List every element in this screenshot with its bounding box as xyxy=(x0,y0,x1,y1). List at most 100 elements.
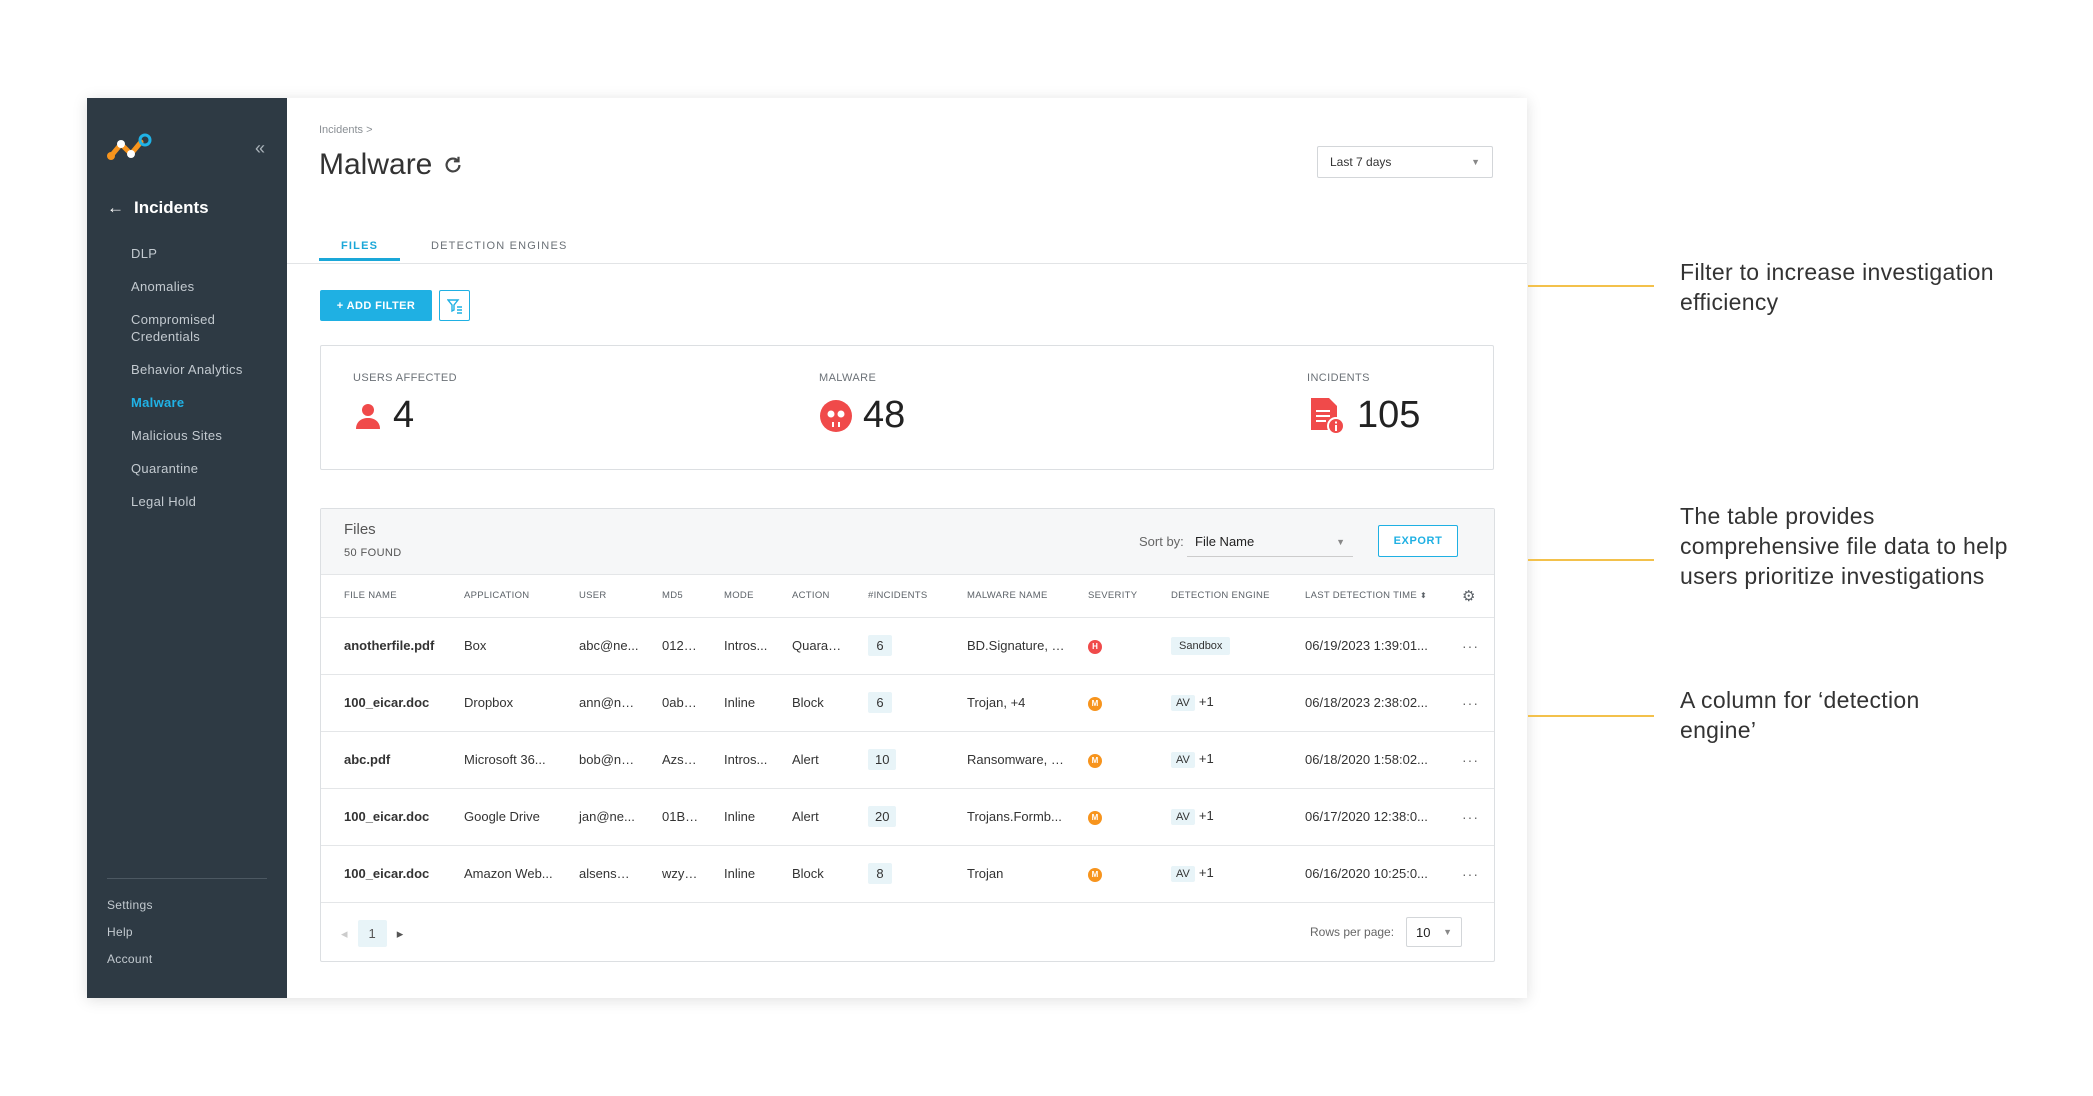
incidents-count-badge[interactable]: 8 xyxy=(868,863,892,884)
incident-document-icon xyxy=(1311,397,1345,435)
sidebar-item-dlp[interactable]: DLP xyxy=(131,246,158,261)
col-last-detection-time-label: LAST DETECTION TIME xyxy=(1305,590,1417,602)
sidebar-item-malware[interactable]: Malware xyxy=(131,395,185,410)
more-actions-icon[interactable]: ··· xyxy=(1462,865,1479,882)
incidents-count-badge[interactable]: 20 xyxy=(868,806,897,827)
table-row[interactable]: abc.pdf Microsoft 36... bob@ne... Azs1..… xyxy=(321,731,1494,789)
table-row[interactable]: 100_eicar.doc Google Drive jan@ne... 01B… xyxy=(321,788,1494,846)
cell-file-name[interactable]: 100_eicar.doc xyxy=(321,788,441,846)
add-filter-button[interactable]: + ADD FILTER xyxy=(320,290,432,321)
cell-malware-name: Trojan, +4 xyxy=(944,674,1065,732)
more-actions-icon[interactable]: ··· xyxy=(1462,637,1479,654)
sidebar-item-compromised-credentials[interactable]: Compromised Credentials xyxy=(131,312,216,344)
sort-by-select[interactable]: File Name ▼ xyxy=(1187,527,1353,557)
skull-icon xyxy=(820,399,852,432)
col-detection-engine[interactable]: DETECTION ENGINE xyxy=(1148,575,1282,618)
sidebar-item-anomalies[interactable]: Anomalies xyxy=(131,279,195,294)
cell-user: jan@ne... xyxy=(556,788,639,846)
sidebar-item-malicious-sites[interactable]: Malicious Sites xyxy=(131,428,223,443)
sidebar-item-behavior-analytics[interactable]: Behavior Analytics xyxy=(131,362,243,377)
cell-action: Quaran... xyxy=(769,617,845,675)
filter-options-button[interactable] xyxy=(439,290,470,321)
rows-per-page-value: 10 xyxy=(1416,924,1431,940)
col-user[interactable]: USER xyxy=(556,575,639,618)
cell-incidents: 6 xyxy=(845,617,944,675)
table-row[interactable]: anotherfile.pdf Box abc@ne... 0123... In… xyxy=(321,617,1494,675)
cell-severity: M xyxy=(1065,845,1148,903)
col-incidents[interactable]: #INCIDENTS xyxy=(845,575,944,618)
table-row[interactable]: 100_eicar.doc Dropbox ann@ne... 0abc... … xyxy=(321,674,1494,732)
date-range-value: Last 7 days xyxy=(1330,155,1392,169)
table-row[interactable]: 100_eicar.doc Amazon Web... alsens@... w… xyxy=(321,845,1494,903)
cell-detection-engine: AV +1 xyxy=(1148,788,1282,846)
col-file-name[interactable]: FILE NAME xyxy=(321,575,441,618)
cell-file-name[interactable]: anotherfile.pdf xyxy=(321,617,441,675)
files-header: Files 50 FOUND Sort by: File Name ▼ EXPO… xyxy=(321,509,1494,575)
cell-detection-engine: AV +1 xyxy=(1148,674,1282,732)
col-malware-name[interactable]: MALWARE NAME xyxy=(944,575,1065,618)
cell-malware-name: Trojan xyxy=(944,845,1065,903)
cell-incidents: 20 xyxy=(845,788,944,846)
back-to-incidents[interactable]: ← Incidents xyxy=(107,198,209,218)
incidents-count-badge[interactable]: 6 xyxy=(868,692,892,713)
col-mode[interactable]: MODE xyxy=(701,575,769,618)
next-page-icon[interactable]: ▸ xyxy=(396,925,404,941)
current-page[interactable]: 1 xyxy=(357,920,387,947)
cell-action: Alert xyxy=(769,731,845,789)
cell-last-detection-time: 06/16/2020 10:25:0... xyxy=(1282,845,1439,903)
stat-incidents-label: INCIDENTS xyxy=(1307,372,1370,384)
col-md5[interactable]: MD5 xyxy=(639,575,701,618)
sort-icon[interactable]: ⬍ xyxy=(1419,591,1427,601)
col-action[interactable]: ACTION xyxy=(769,575,845,618)
caret-down-icon: ▼ xyxy=(1443,927,1452,937)
export-button[interactable]: EXPORT xyxy=(1378,525,1458,557)
stat-malware-label: MALWARE xyxy=(819,372,877,384)
sidebar-item-help[interactable]: Help xyxy=(107,925,133,939)
col-application[interactable]: APPLICATION xyxy=(441,575,556,618)
more-actions-icon[interactable]: ··· xyxy=(1462,808,1479,825)
cell-severity: M xyxy=(1065,788,1148,846)
breadcrumb[interactable]: Incidents > xyxy=(319,124,373,136)
gear-icon[interactable]: ⚙ xyxy=(1462,587,1476,605)
cell-md5: 0abc... xyxy=(639,674,701,732)
prev-page-icon[interactable]: ◂ xyxy=(341,925,348,941)
stat-malware: MALWARE 48 xyxy=(819,372,905,437)
cell-application: Box xyxy=(441,617,556,675)
severity-badge: M xyxy=(1088,868,1102,882)
sidebar-item-quarantine[interactable]: Quarantine xyxy=(131,461,199,476)
filter-list-icon xyxy=(446,298,462,314)
column-settings[interactable]: ⚙ xyxy=(1439,575,1494,618)
sidebar: « ← Incidents DLP Anomalies Compromised … xyxy=(87,98,287,998)
sort-by-value: File Name xyxy=(1195,534,1255,549)
cell-file-name[interactable]: 100_eicar.doc xyxy=(321,674,441,732)
more-actions-icon[interactable]: ··· xyxy=(1462,694,1479,711)
refresh-icon[interactable] xyxy=(442,154,464,176)
date-range-select[interactable]: Last 7 days ▼ xyxy=(1317,146,1493,178)
incidents-count-badge[interactable]: 6 xyxy=(868,635,892,656)
cell-file-name[interactable]: abc.pdf xyxy=(321,731,441,789)
incidents-count-badge[interactable]: 10 xyxy=(868,749,897,770)
tab-detection-engines[interactable]: DETECTION ENGINES xyxy=(431,240,568,252)
cell-actions: ··· xyxy=(1439,617,1494,675)
stat-users-affected: USERS AFFECTED 4 xyxy=(353,372,457,437)
engine-badge: AV xyxy=(1171,866,1195,882)
stat-users-value: 4 xyxy=(393,394,415,436)
cell-user: abc@ne... xyxy=(556,617,639,675)
sidebar-item-account[interactable]: Account xyxy=(107,952,153,966)
cell-mode: Intros... xyxy=(701,731,769,789)
rows-per-page-select[interactable]: 10 ▼ xyxy=(1406,917,1462,947)
cell-last-detection-time: 06/18/2020 1:58:02... xyxy=(1282,731,1439,789)
col-severity[interactable]: SEVERITY xyxy=(1065,575,1148,618)
more-actions-icon[interactable]: ··· xyxy=(1462,751,1479,768)
col-last-detection-time[interactable]: LAST DETECTION TIME ⬍ xyxy=(1282,575,1439,618)
cell-user: bob@ne... xyxy=(556,731,639,789)
collapse-sidebar-icon[interactable]: « xyxy=(255,138,266,158)
tab-files[interactable]: FILES xyxy=(319,240,401,261)
cell-file-name[interactable]: 100_eicar.doc xyxy=(321,845,441,903)
cell-last-detection-time: 06/18/2023 2:38:02... xyxy=(1282,674,1439,732)
engine-badge: AV xyxy=(1171,695,1195,711)
cell-severity: H xyxy=(1065,617,1148,675)
brand-logo[interactable] xyxy=(105,132,155,167)
sidebar-item-legal-hold[interactable]: Legal Hold xyxy=(131,494,197,509)
sidebar-item-settings[interactable]: Settings xyxy=(107,898,153,912)
